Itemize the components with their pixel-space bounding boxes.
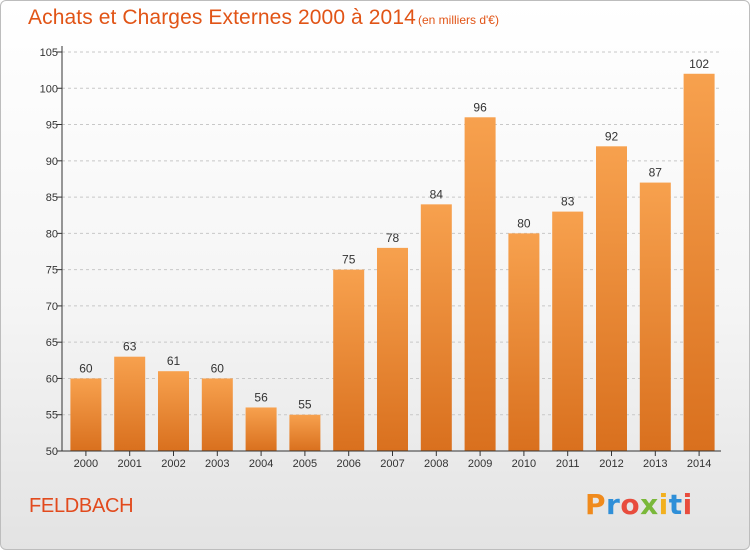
labels: 50 55 60 65 70 75 80 85 90 95 100 105 60 2000 63 2001 61… [40,47,712,470]
y-tick-label: 100 [40,83,58,95]
data-label: 92 [605,129,619,143]
data-label: 83 [561,195,575,209]
bar [464,117,496,452]
y-tick-label: 65 [46,337,58,349]
x-tick-label: 2006 [336,458,360,470]
y-tick-label: 70 [46,301,58,313]
bar [508,233,540,451]
y-tick-label: 80 [46,228,58,240]
data-label: 61 [167,354,181,368]
bar [245,407,277,451]
x-tick-label: 2003 [205,458,229,470]
y-tick-label: 105 [40,47,58,59]
logo-letter: t [668,488,683,521]
bar [377,247,408,451]
bars [70,73,715,452]
x-tick-label: 2001 [117,458,141,470]
data-label: 80 [517,216,531,230]
y-tick-label: 85 [46,192,58,204]
y-tick-label: 50 [46,446,58,458]
x-tick-label: 2009 [468,458,492,470]
y-tick-label: 55 [46,410,58,422]
bar [158,371,189,451]
bar [596,146,627,452]
logo-letter: o [620,488,641,521]
x-tick-label: 2012 [599,458,623,470]
chart-subtitle: (en milliers d'€) [418,13,499,27]
data-label: 75 [342,253,356,267]
logo-letter: x [640,488,659,521]
axes [57,46,721,456]
logo-letter: P [585,488,607,521]
x-tick-label: 2000 [74,458,98,470]
x-tick-label: 2008 [424,458,448,470]
town-name: FELDBACH [29,495,134,517]
data-label: 55 [298,398,312,412]
x-tick-label: 2002 [161,458,185,470]
bar [289,414,321,451]
proxiti-logo: Proxiti [585,488,693,521]
x-tick-label: 2005 [293,458,317,470]
y-tick-label: 90 [46,156,58,168]
data-label: 60 [79,361,93,375]
bar [333,269,365,451]
y-tick-label: 75 [46,265,58,277]
x-tick-label: 2011 [556,458,580,470]
logo-letter: i [682,488,693,521]
y-tick-label: 60 [46,373,58,385]
bar [201,378,233,451]
x-tick-label: 2010 [512,458,536,470]
x-tick-label: 2013 [643,458,667,470]
bar [683,73,715,451]
data-label: 96 [473,100,487,114]
bar [70,378,102,451]
logo-letter: i [658,488,669,521]
data-label: 84 [430,187,444,201]
x-tick-label: 2014 [687,458,711,470]
data-label: 60 [211,361,225,375]
bar [420,204,452,451]
x-tick-label: 2007 [380,458,404,470]
data-label: 56 [254,390,268,404]
chart-title: Achats et Charges Externes 2000 à 2014 [28,6,416,29]
bar [114,356,146,451]
logo-letter: r [606,488,621,521]
data-label: 63 [123,340,137,354]
x-tick-label: 2004 [249,458,273,470]
bar [639,182,671,451]
y-tick-label: 95 [46,120,58,132]
data-label: 78 [386,231,400,245]
bar [552,211,584,451]
data-label: 102 [689,57,709,71]
data-label: 87 [649,166,663,180]
